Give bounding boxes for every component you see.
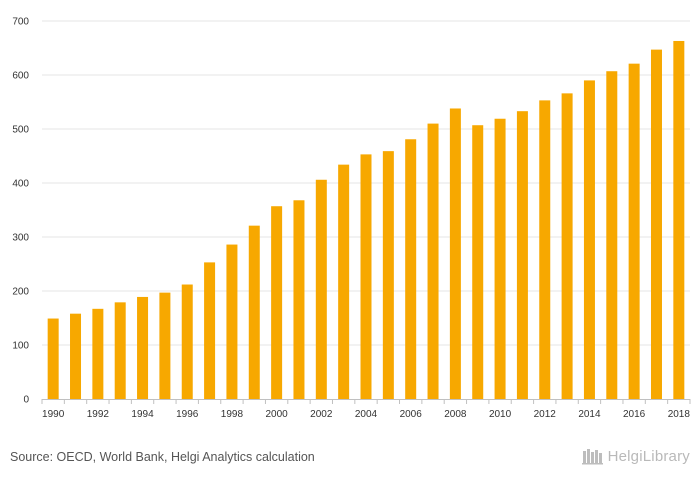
- x-tick-label: 2010: [489, 409, 512, 420]
- x-tick-label: 1994: [131, 409, 154, 420]
- bar-2006: [405, 139, 417, 399]
- y-tick-label: 0: [23, 395, 29, 406]
- bar-2015: [606, 71, 618, 399]
- x-tick-label: 2012: [534, 409, 557, 420]
- x-tick-label: 2000: [265, 409, 288, 420]
- y-tick-label: 100: [12, 341, 29, 352]
- bar-1995: [159, 292, 171, 399]
- bar-2007: [427, 123, 439, 399]
- bar-1993: [114, 302, 126, 399]
- bar-2018: [673, 40, 685, 399]
- bar-2003: [338, 164, 350, 399]
- x-tick-label: 2008: [444, 409, 467, 420]
- source-note: Source: OECD, World Bank, Helgi Analytic…: [10, 450, 315, 464]
- bar-2010: [494, 118, 506, 400]
- bar-1991: [70, 313, 82, 399]
- bar-1997: [204, 262, 216, 399]
- bar-2014: [583, 80, 595, 400]
- bar-2000: [271, 206, 283, 399]
- bar-2013: [561, 93, 573, 400]
- bar-2001: [293, 200, 305, 399]
- y-axis-tick-labels: 0 100 200 300 400 500 600 700: [12, 17, 29, 406]
- y-tick-label: 500: [12, 125, 29, 136]
- y-tick-label: 700: [12, 17, 29, 28]
- bar-2017: [650, 49, 662, 400]
- x-tick-label: 2006: [400, 409, 423, 420]
- bar-2012: [539, 100, 551, 399]
- bar-1999: [248, 225, 260, 399]
- x-axis-tick-labels: 1990 1992 1994 1996 1998 2000 2002 2004 2006 2008…: [42, 409, 690, 420]
- x-tick-label: 1992: [87, 409, 110, 420]
- bar-1994: [137, 296, 149, 399]
- bar-2009: [472, 125, 484, 399]
- x-tick-label: 2014: [578, 409, 601, 420]
- x-tick-label: 1996: [176, 409, 199, 420]
- x-tick-label: 1998: [221, 409, 244, 420]
- bar-1996: [181, 284, 193, 399]
- bar-2008: [449, 108, 461, 399]
- bar-2005: [382, 151, 394, 399]
- library-icon: [581, 449, 603, 465]
- x-tick-label: 2002: [310, 409, 333, 420]
- brand-name: HelgiLibrary: [607, 447, 690, 465]
- x-axis-ticks: [41, 399, 691, 404]
- bar-2016: [628, 63, 640, 399]
- x-tick-label: 1990: [42, 409, 65, 420]
- helgi-library-logo: HelgiLibrary: [581, 447, 690, 465]
- x-tick-label: 2018: [668, 409, 691, 420]
- y-tick-label: 600: [12, 71, 29, 82]
- y-tick-label: 200: [12, 287, 29, 298]
- bars: [47, 40, 685, 400]
- x-tick-label: 2004: [355, 409, 378, 420]
- y-tick-label: 300: [12, 233, 29, 244]
- x-tick-label: 2016: [623, 409, 646, 420]
- y-tick-label: 400: [12, 179, 29, 190]
- bar-1992: [92, 308, 104, 399]
- bar-1998: [226, 244, 238, 399]
- bar-2002: [315, 179, 327, 399]
- bar-2011: [516, 111, 528, 400]
- bar-2004: [360, 154, 372, 399]
- bar-1990: [47, 318, 59, 399]
